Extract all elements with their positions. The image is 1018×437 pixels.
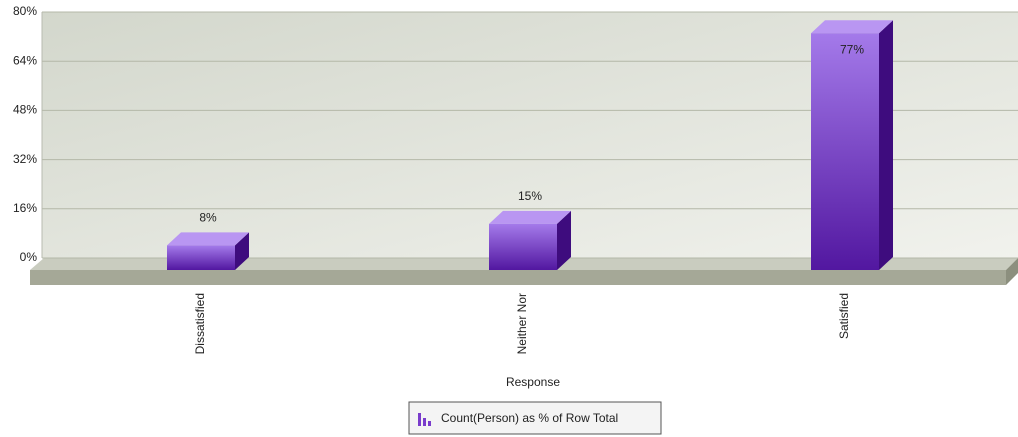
- bar: [811, 20, 893, 270]
- y-tick-label: 32%: [13, 152, 37, 166]
- bar-front: [167, 245, 235, 270]
- x-tick-label: Satisfied: [837, 293, 851, 339]
- bar-front: [489, 223, 557, 270]
- legend-icon: [418, 413, 431, 426]
- legend-box: [408, 401, 662, 435]
- bar-top: [489, 210, 571, 224]
- y-tick-label: 80%: [13, 4, 37, 18]
- bar: [167, 232, 249, 270]
- bar-top: [167, 232, 249, 246]
- legend-label: Count(Person) as % of Row Total: [441, 411, 618, 425]
- x-tick-label: Dissatisfied: [193, 293, 207, 354]
- y-tick-label: 0%: [20, 250, 38, 264]
- x-axis-title: Response: [506, 375, 560, 389]
- bar-top: [811, 20, 893, 34]
- bar-side: [879, 20, 893, 270]
- y-tick-label: 16%: [13, 201, 37, 215]
- data-label: 15%: [518, 189, 542, 203]
- y-tick-label: 48%: [13, 103, 37, 117]
- bar-side: [235, 232, 249, 270]
- bar-side: [557, 210, 571, 270]
- bar-front: [811, 33, 879, 270]
- data-label: 77%: [840, 42, 864, 56]
- floor-front: [30, 270, 1006, 285]
- y-tick-label: 64%: [13, 53, 37, 67]
- floor-side: [1006, 258, 1018, 285]
- data-label: 8%: [199, 211, 217, 225]
- bar: [489, 210, 571, 270]
- x-tick-label: Neither Nor: [515, 293, 529, 354]
